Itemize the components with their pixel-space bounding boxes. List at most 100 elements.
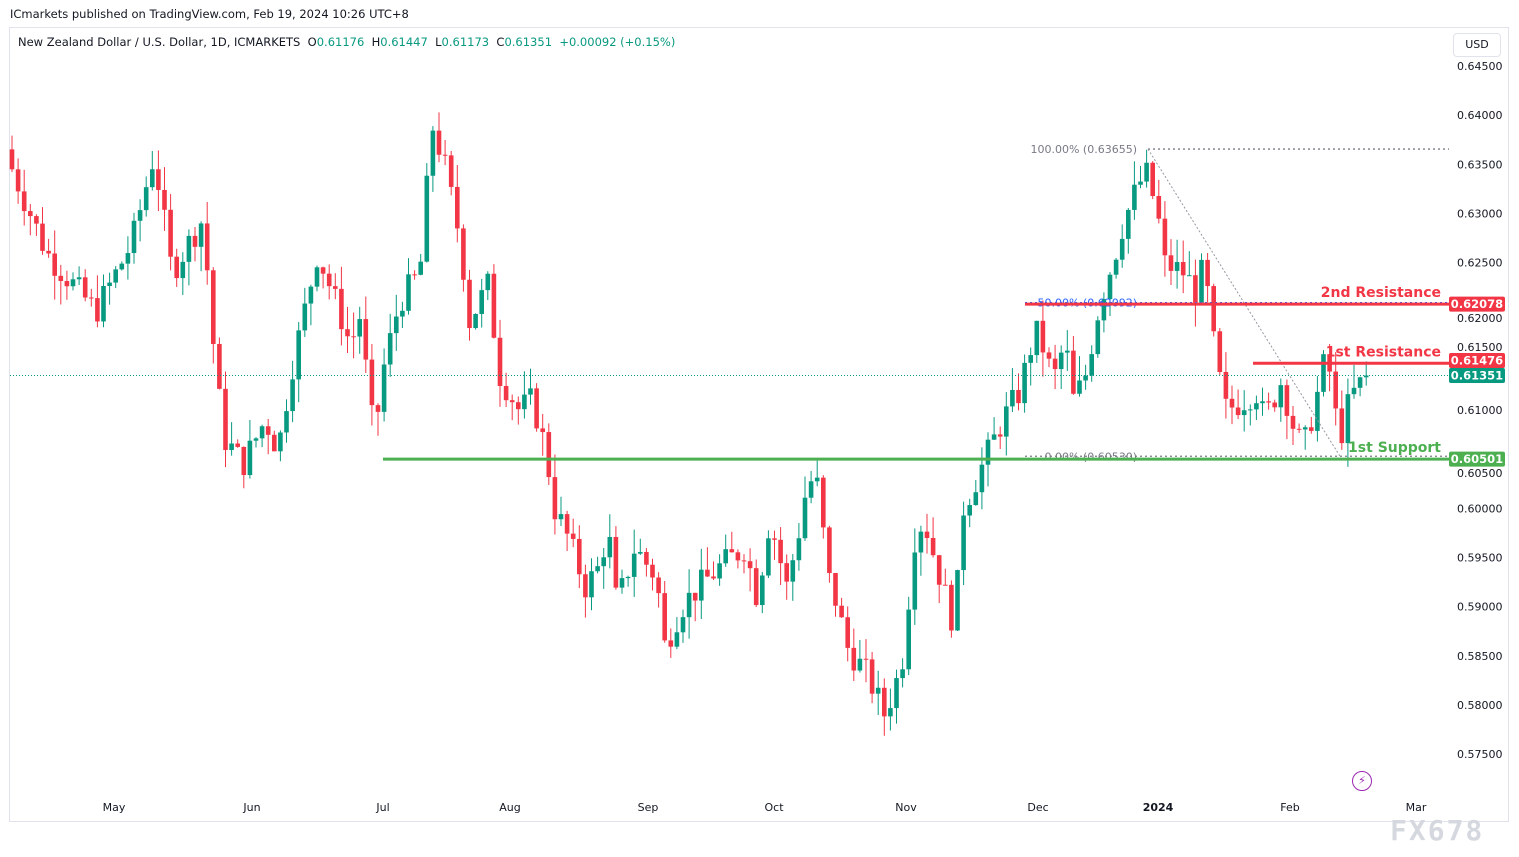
x-tick-label: 2024: [1143, 801, 1174, 814]
candle-body: [137, 210, 143, 221]
candle-body: [1315, 391, 1320, 431]
candle-body: [650, 564, 655, 578]
candle-body: [528, 388, 533, 395]
x-tick-label: Sep: [638, 801, 659, 814]
candle-body: [162, 189, 167, 210]
candle-body: [58, 275, 64, 281]
candle-body: [760, 575, 765, 606]
candle-body: [1138, 181, 1143, 185]
candle-body: [168, 209, 173, 257]
candle-body: [424, 175, 430, 262]
candle-body: [21, 191, 27, 212]
candle-body: [863, 658, 869, 660]
candle-body: [34, 216, 39, 224]
y-tick-label: 0.59000: [1457, 601, 1503, 614]
candle-body: [692, 592, 698, 601]
currency-button[interactable]: USD: [1453, 33, 1501, 57]
candle-body: [814, 477, 820, 482]
candle-body: [448, 155, 454, 187]
candle-body: [1284, 385, 1290, 416]
candle-body: [912, 552, 918, 610]
candle-body: [668, 640, 674, 647]
candle-body: [516, 402, 521, 410]
candle-body: [278, 432, 283, 452]
candle-body: [1028, 355, 1033, 363]
candle-body: [1022, 362, 1027, 404]
candle-body: [522, 394, 527, 410]
candle-body: [558, 514, 564, 520]
candle-body: [418, 261, 423, 275]
candle-body: [1016, 389, 1021, 404]
candle-body: [729, 549, 735, 553]
fib-level-label: 100.00% (0.63655): [1030, 143, 1137, 156]
candle-body: [1113, 259, 1119, 275]
chart-frame: [9, 27, 1509, 822]
y-tick-label: 0.63000: [1457, 207, 1503, 220]
candle-body: [15, 169, 21, 192]
candle-body: [613, 536, 619, 588]
candle-body: [717, 563, 722, 579]
last-price-tag-label: 0.61351: [1451, 369, 1503, 383]
price-tag: [1449, 296, 1505, 312]
candle-body: [1357, 377, 1363, 388]
candle-body: [1345, 394, 1351, 444]
candle-body: [827, 527, 832, 573]
candle-body: [735, 552, 741, 561]
candle-body: [223, 388, 228, 451]
candle-body: [131, 220, 137, 254]
candle-body: [1363, 375, 1369, 378]
candle-body: [1278, 385, 1284, 408]
candle-body: [1119, 238, 1125, 260]
y-tick-label: 0.60500: [1457, 467, 1503, 480]
candles: [9, 112, 1369, 736]
price-tag: [1449, 451, 1505, 467]
candle-body: [1040, 320, 1046, 353]
candle-body: [918, 531, 924, 553]
x-tick-label: Dec: [1027, 801, 1048, 814]
candle-body: [290, 379, 295, 412]
candle-body: [1174, 262, 1180, 271]
candle-body: [888, 708, 893, 717]
x-tick-label: Aug: [499, 801, 520, 814]
y-tick-label: 0.58000: [1457, 699, 1503, 712]
x-tick-label: Nov: [895, 801, 917, 814]
x-tick-label: Jun: [242, 801, 260, 814]
candle-body: [1333, 371, 1338, 409]
candle-body: [991, 434, 997, 440]
candle-body: [180, 261, 186, 279]
candle-body: [1205, 259, 1210, 287]
high-label: H: [371, 35, 381, 49]
watermark-logo: FX678: [1390, 814, 1485, 847]
candle-body: [686, 592, 692, 618]
candle-body: [1302, 427, 1308, 430]
candle-body: [357, 319, 362, 337]
candle-body: [601, 557, 606, 567]
candle-body: [436, 130, 442, 155]
lightning-bolt-icon[interactable]: ⚡: [1352, 771, 1372, 791]
candle-body: [1309, 427, 1314, 431]
close-value: 0.61351: [504, 35, 553, 49]
candle-body: [107, 282, 112, 287]
low-label: L: [435, 35, 442, 49]
candle-body: [985, 439, 991, 465]
candle-body: [1187, 275, 1192, 277]
candle-body: [259, 426, 265, 439]
candle-body: [82, 277, 88, 298]
candle-body: [631, 553, 637, 577]
candle-body: [1248, 409, 1253, 411]
candle-body: [1083, 375, 1088, 381]
candle-body: [790, 560, 796, 582]
candle-body: [778, 539, 783, 564]
candle-body: [192, 235, 198, 247]
candle-body: [314, 267, 320, 287]
candle-body: [339, 288, 344, 330]
candle-body: [845, 617, 850, 648]
candle-body: [1107, 274, 1113, 300]
candle-body: [1180, 262, 1186, 276]
candle-body: [1229, 398, 1235, 408]
candle-body: [802, 497, 808, 539]
candle-body: [772, 538, 777, 540]
y-tick-label: 0.62500: [1457, 257, 1503, 270]
candle-body: [1150, 162, 1155, 197]
